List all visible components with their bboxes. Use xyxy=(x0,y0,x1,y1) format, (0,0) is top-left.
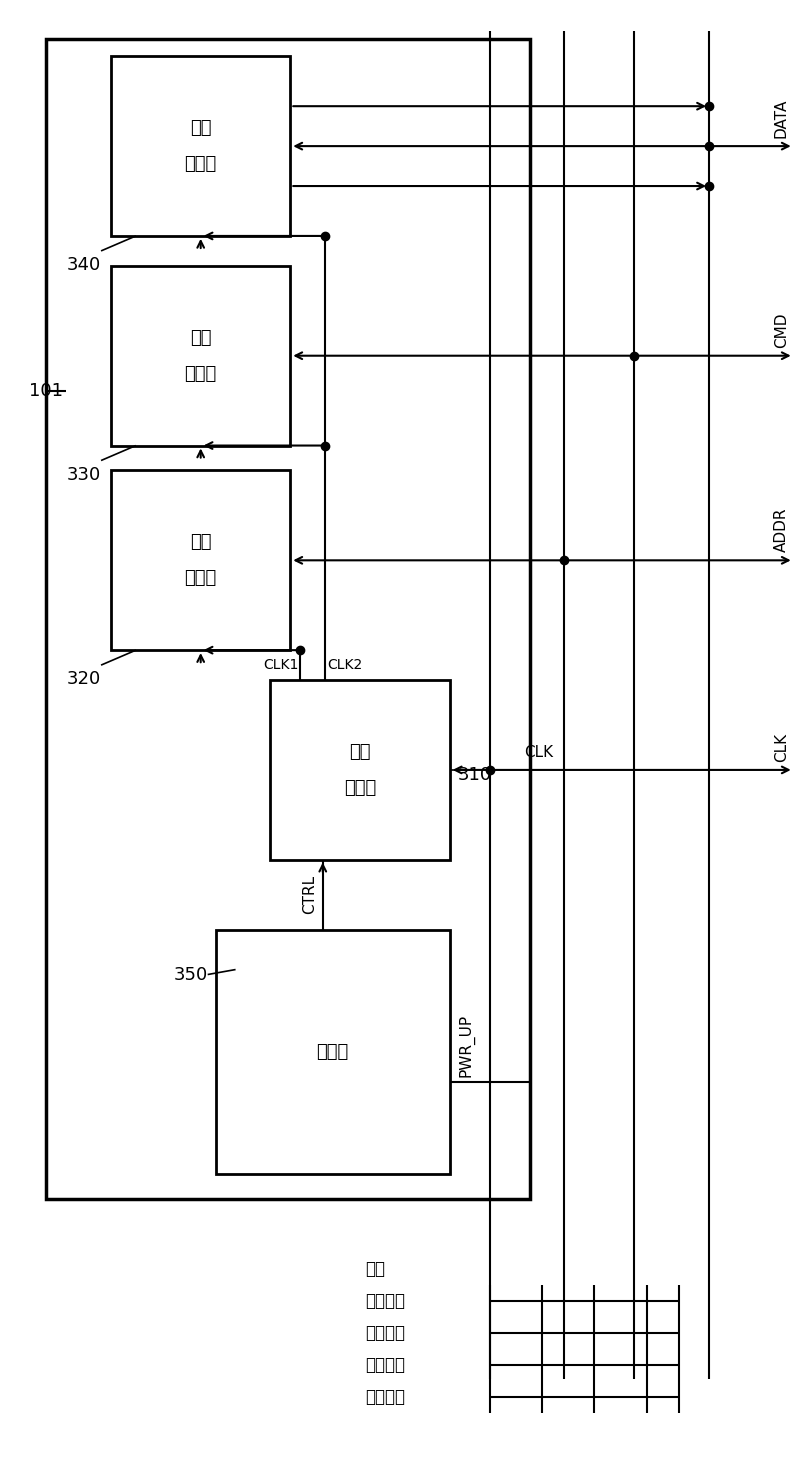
Bar xyxy=(111,470,290,651)
Text: 缓冲器: 缓冲器 xyxy=(185,155,217,174)
Text: 数据总线: 数据总线 xyxy=(365,1388,405,1405)
Bar xyxy=(46,39,530,1199)
Text: 340: 340 xyxy=(66,255,101,274)
Text: 时钟: 时钟 xyxy=(350,743,371,762)
Text: CTRL: CTRL xyxy=(302,875,317,915)
Text: 命令总线: 命令总线 xyxy=(365,1355,405,1374)
Text: 101: 101 xyxy=(30,382,63,400)
Text: CLK2: CLK2 xyxy=(327,658,362,673)
Bar xyxy=(216,929,450,1174)
Text: CLK: CLK xyxy=(774,732,789,762)
Text: 310: 310 xyxy=(458,766,492,783)
Text: 数据: 数据 xyxy=(190,120,211,137)
Text: CLK1: CLK1 xyxy=(263,658,298,673)
Text: 350: 350 xyxy=(174,966,208,983)
Text: ADDR: ADDR xyxy=(774,508,789,553)
Text: 320: 320 xyxy=(66,670,101,689)
Text: 时钟总线: 时钟总线 xyxy=(365,1291,405,1310)
Bar xyxy=(270,680,450,859)
Bar xyxy=(111,266,290,445)
Text: 地址总线: 地址总线 xyxy=(365,1323,405,1342)
Text: 命令: 命令 xyxy=(190,328,211,347)
Text: 总线: 总线 xyxy=(365,1261,385,1278)
Text: CMD: CMD xyxy=(774,312,789,347)
Text: PWR_UP: PWR_UP xyxy=(458,1014,474,1077)
Text: DATA: DATA xyxy=(774,99,789,139)
Text: 控制器: 控制器 xyxy=(317,1043,349,1061)
Text: CLK: CLK xyxy=(525,746,554,760)
Text: 地址: 地址 xyxy=(190,534,211,552)
Text: 330: 330 xyxy=(66,465,101,483)
Bar xyxy=(111,57,290,236)
Text: 缓冲器: 缓冲器 xyxy=(185,365,217,382)
Text: 缓冲器: 缓冲器 xyxy=(344,779,376,797)
Text: 缓冲器: 缓冲器 xyxy=(185,569,217,588)
